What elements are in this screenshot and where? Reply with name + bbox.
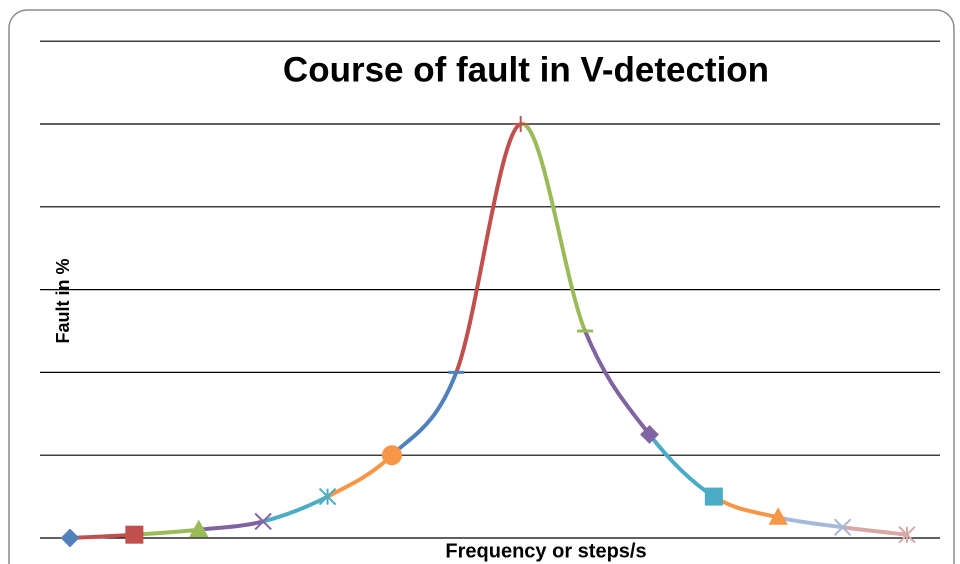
marker bbox=[318, 487, 337, 506]
marker bbox=[704, 487, 723, 506]
plot bbox=[60, 116, 916, 548]
line-segment bbox=[840, 525, 909, 537]
marker bbox=[254, 512, 272, 531]
marker bbox=[60, 528, 80, 548]
marker bbox=[125, 525, 144, 544]
marker bbox=[898, 525, 916, 544]
marker bbox=[189, 519, 209, 538]
marker bbox=[640, 425, 659, 444]
marker bbox=[381, 445, 402, 466]
line-segment bbox=[583, 329, 652, 437]
x-axis-label: Frequency or steps/s bbox=[445, 540, 646, 562]
line-segment bbox=[518, 122, 588, 333]
title-background bbox=[226, 44, 826, 106]
chart-border bbox=[8, 9, 955, 564]
line-segment bbox=[454, 122, 523, 375]
marker bbox=[768, 507, 788, 525]
line-segment bbox=[261, 494, 330, 524]
y-axis-label: Fault in % bbox=[53, 259, 73, 344]
chart-title: Course of fault in V-detection bbox=[283, 50, 769, 89]
line-segment bbox=[196, 519, 266, 532]
x-label-background bbox=[400, 540, 758, 564]
marker bbox=[512, 116, 529, 132]
marker bbox=[833, 518, 852, 536]
grid bbox=[40, 40, 940, 539]
